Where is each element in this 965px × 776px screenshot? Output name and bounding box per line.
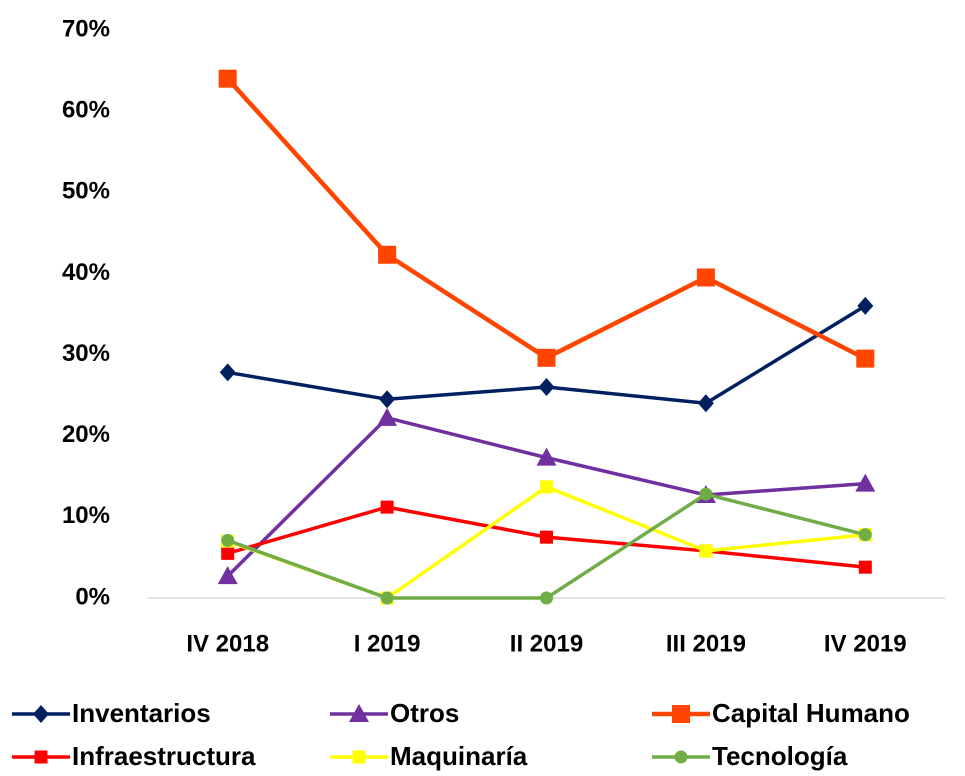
x-tick-label: III 2019 [666,630,746,657]
y-tick-label: 70% [62,15,110,42]
y-tick-label: 20% [62,421,110,448]
legend-label: Capital Humano [712,698,910,728]
x-tick-label: II 2019 [510,630,583,657]
data-point [380,500,394,514]
legend-marker [672,705,690,723]
data-point [380,591,394,605]
legend-marker [34,750,48,764]
data-point [377,407,398,426]
data-point [219,363,236,382]
data-point [699,544,713,558]
data-point [856,349,875,368]
data-point [855,473,876,492]
data-point [537,348,556,367]
series-line [226,77,867,361]
legend-label: Maquinaría [390,741,528,771]
y-tick-label: 60% [62,96,110,123]
y-tick-label: 0% [75,583,110,610]
data-point [538,378,555,397]
data-point [221,546,235,560]
data-point [540,480,553,494]
y-tick-label: 50% [62,178,110,205]
data-point [858,528,872,542]
data-point [858,560,872,574]
x-tick-label: I 2019 [354,630,421,657]
legend-marker [33,705,49,723]
y-tick-label: 40% [62,259,110,286]
data-point [379,390,396,409]
data-point [696,268,715,287]
legend-label: Otros [390,698,459,728]
legend-marker [349,704,369,722]
legend-marker [674,750,688,764]
y-tick-label: 10% [62,502,110,529]
data-point [697,394,714,413]
data-point [217,566,238,585]
data-point [221,533,235,547]
data-point [540,530,553,544]
legend-label: Inventarios [72,698,211,728]
legend-label: Infraestructura [72,741,256,771]
legend-label: Tecnología [712,741,848,771]
series-line [226,416,866,578]
x-tick-label: IV 2019 [824,630,907,657]
x-tick-label: IV 2018 [186,630,269,657]
y-tick-label: 30% [62,340,110,367]
data-point [218,69,237,88]
data-point [699,487,713,501]
data-point [857,296,874,315]
data-point [378,245,397,264]
data-point [540,591,553,605]
data-point [536,447,557,466]
legend-marker [352,750,366,764]
